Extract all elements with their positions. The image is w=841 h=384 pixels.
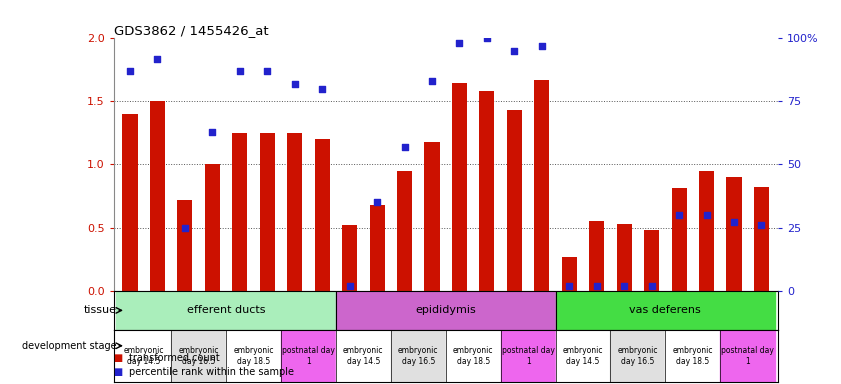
Point — [315, 86, 329, 92]
Bar — [260, 133, 275, 291]
Bar — [116, 291, 336, 330]
Bar — [616, 224, 632, 291]
Point — [672, 212, 685, 218]
Point — [480, 35, 494, 41]
Text: embryonic
day 14.5: embryonic day 14.5 — [124, 346, 164, 366]
Point — [563, 283, 576, 289]
Point — [370, 199, 383, 205]
Bar — [672, 189, 686, 291]
Bar — [315, 139, 330, 291]
Point — [343, 283, 357, 289]
Point — [426, 78, 439, 84]
Bar — [699, 171, 714, 291]
Bar — [556, 291, 775, 330]
Point — [535, 43, 548, 49]
Bar — [644, 230, 659, 291]
Bar — [507, 110, 522, 291]
Point — [700, 212, 713, 218]
Bar — [446, 330, 500, 382]
Text: ■: ■ — [114, 353, 123, 363]
Bar — [727, 177, 742, 291]
Bar — [172, 330, 226, 382]
Bar — [534, 80, 549, 291]
Bar — [177, 200, 193, 291]
Bar — [452, 83, 467, 291]
Bar — [425, 142, 440, 291]
Point — [617, 283, 631, 289]
Text: development stage: development stage — [22, 341, 116, 351]
Bar — [479, 91, 495, 291]
Bar — [397, 171, 412, 291]
Text: postnatal day
1: postnatal day 1 — [501, 346, 554, 366]
Bar — [232, 133, 247, 291]
Text: vas deferens: vas deferens — [629, 305, 701, 315]
Text: embryonic
day 18.5: embryonic day 18.5 — [673, 346, 713, 366]
Bar — [336, 330, 391, 382]
Point — [261, 68, 274, 74]
Bar — [150, 101, 165, 291]
Bar — [611, 330, 665, 382]
Text: embryonic
day 16.5: embryonic day 16.5 — [398, 346, 438, 366]
Point — [727, 219, 741, 225]
Text: embryonic
day 18.5: embryonic day 18.5 — [233, 346, 274, 366]
Text: percentile rank within the sample: percentile rank within the sample — [129, 367, 294, 377]
Bar — [590, 221, 605, 291]
Point — [452, 40, 466, 46]
Text: GDS3862 / 1455426_at: GDS3862 / 1455426_at — [114, 24, 268, 37]
Text: ■: ■ — [114, 367, 123, 377]
Bar — [116, 330, 172, 382]
Bar — [226, 330, 281, 382]
Point — [754, 222, 768, 228]
Point — [645, 283, 659, 289]
Point — [206, 129, 220, 135]
Point — [124, 68, 137, 74]
Bar — [342, 225, 357, 291]
Bar — [336, 291, 556, 330]
Bar — [665, 330, 720, 382]
Bar — [369, 205, 384, 291]
Bar — [500, 330, 556, 382]
Point — [178, 225, 192, 231]
Bar — [720, 330, 775, 382]
Point — [233, 68, 246, 74]
Point — [398, 144, 411, 150]
Text: embryonic
day 14.5: embryonic day 14.5 — [563, 346, 603, 366]
Bar — [754, 187, 769, 291]
Point — [151, 56, 164, 62]
Text: embryonic
day 14.5: embryonic day 14.5 — [343, 346, 383, 366]
Text: postnatal day
1: postnatal day 1 — [722, 346, 775, 366]
Text: efferent ducts: efferent ducts — [187, 305, 266, 315]
Text: postnatal day
1: postnatal day 1 — [282, 346, 335, 366]
Bar — [123, 114, 138, 291]
Text: embryonic
day 16.5: embryonic day 16.5 — [617, 346, 659, 366]
Text: epididymis: epididymis — [415, 305, 476, 315]
Bar — [562, 257, 577, 291]
Text: embryonic
day 16.5: embryonic day 16.5 — [178, 346, 219, 366]
Bar — [391, 330, 446, 382]
Bar — [556, 330, 611, 382]
Point — [590, 283, 604, 289]
Bar — [287, 133, 302, 291]
Text: transformed count: transformed count — [129, 353, 220, 363]
Point — [288, 81, 301, 87]
Bar — [205, 164, 220, 291]
Bar — [281, 330, 336, 382]
Point — [508, 48, 521, 54]
Text: embryonic
day 18.5: embryonic day 18.5 — [453, 346, 494, 366]
Text: tissue: tissue — [83, 305, 116, 315]
